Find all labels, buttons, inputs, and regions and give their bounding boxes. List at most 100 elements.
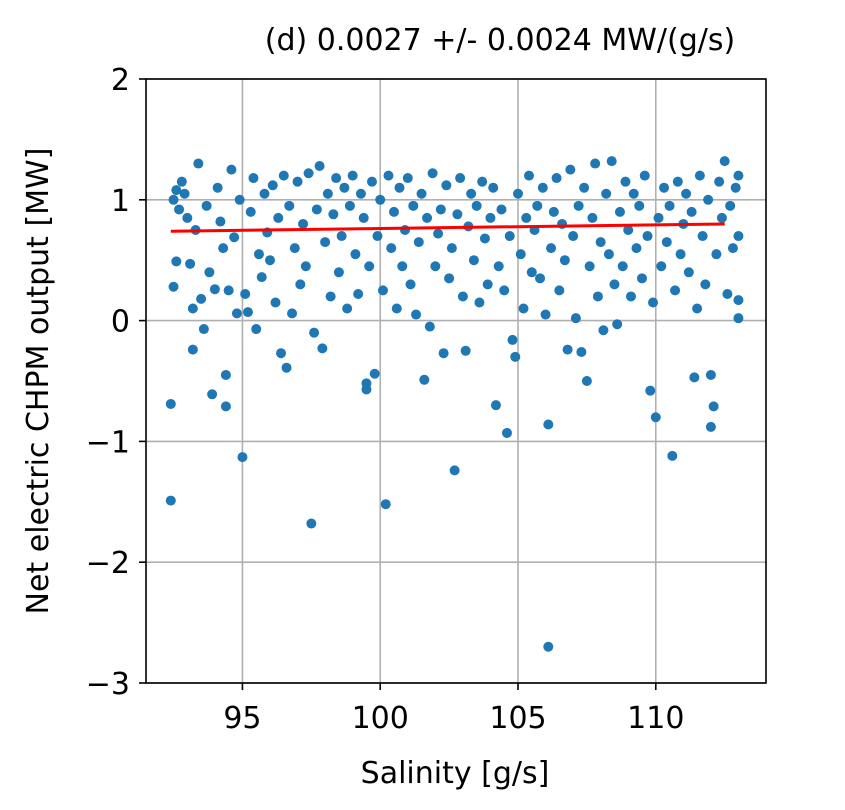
data-point [355, 188, 366, 199]
data-point [229, 232, 240, 243]
data-point [198, 324, 209, 335]
data-point [430, 261, 441, 272]
data-point [328, 209, 339, 220]
data-point [468, 255, 479, 266]
data-point [182, 212, 193, 223]
data-point [245, 206, 256, 217]
data-point [383, 170, 394, 181]
data-point [540, 309, 551, 320]
data-point [617, 261, 628, 272]
plot-frame [145, 78, 767, 684]
data-point [278, 170, 289, 181]
data-point [653, 212, 664, 223]
data-point [648, 297, 659, 308]
data-point [193, 158, 204, 169]
data-point [683, 267, 694, 278]
y-tick-label: −1 [86, 425, 130, 460]
data-point [317, 343, 328, 354]
data-point [372, 231, 383, 242]
data-point [226, 164, 237, 175]
data-point [289, 243, 300, 254]
data-point [419, 374, 430, 385]
data-point [521, 212, 532, 223]
data-point [727, 243, 738, 254]
data-point [350, 249, 361, 260]
data-point [515, 249, 526, 260]
data-point [270, 297, 281, 308]
data-point [719, 156, 730, 167]
data-point [187, 344, 198, 355]
data-point [697, 231, 708, 242]
data-point [551, 173, 562, 184]
data-point [267, 180, 278, 191]
data-point [347, 170, 358, 181]
data-point [276, 348, 287, 359]
data-point [592, 291, 603, 302]
data-point [449, 465, 460, 476]
data-point [645, 385, 656, 396]
y-axis-label: Net electric CHPM output [MW] [21, 148, 56, 615]
data-point [612, 319, 623, 330]
x-axis-label: Salinity [g/s] [361, 756, 550, 791]
data-point [474, 297, 485, 308]
data-point [675, 249, 686, 260]
data-point [242, 307, 253, 318]
fit-line-path [170, 222, 725, 233]
data-point [353, 289, 364, 300]
data-point [466, 188, 477, 199]
data-point [336, 231, 347, 242]
data-point [369, 368, 380, 379]
data-point [284, 200, 295, 211]
data-point [532, 200, 543, 211]
data-point [231, 308, 242, 319]
data-point [331, 173, 342, 184]
data-point [672, 176, 683, 187]
data-point [457, 291, 468, 302]
y-tick-label: 1 [111, 184, 130, 219]
data-point [711, 249, 722, 260]
data-point [342, 303, 353, 314]
data-point [452, 209, 463, 220]
data-point [196, 293, 207, 304]
data-point [325, 291, 336, 302]
data-point [590, 158, 601, 169]
data-point [507, 334, 518, 345]
data-point [165, 398, 176, 409]
data-point [581, 376, 592, 386]
x-tick-label: 105 [489, 701, 546, 736]
data-point [656, 261, 667, 272]
data-point [703, 194, 714, 205]
data-point [300, 261, 311, 272]
x-tick-label: 100 [352, 701, 409, 736]
data-point [628, 188, 639, 199]
data-point [535, 273, 546, 284]
data-point [176, 176, 187, 187]
data-point [333, 267, 344, 278]
data-point [220, 369, 231, 380]
data-point [559, 255, 570, 266]
data-point [168, 194, 179, 205]
data-point [295, 279, 306, 290]
data-point [730, 182, 741, 193]
data-point [405, 279, 416, 290]
data-point [408, 200, 419, 211]
data-point [322, 188, 333, 199]
data-point [595, 237, 606, 248]
data-point [438, 348, 449, 359]
data-point [303, 168, 314, 179]
data-point [700, 279, 711, 290]
data-point [650, 412, 661, 423]
data-point [207, 389, 218, 400]
data-point [391, 303, 402, 314]
data-point [576, 347, 587, 358]
data-point [237, 452, 248, 463]
data-point [543, 641, 554, 652]
data-point [377, 285, 388, 296]
data-point [623, 225, 634, 235]
data-point [259, 188, 270, 199]
data-point [174, 204, 185, 215]
data-point [187, 303, 198, 314]
data-point [548, 206, 559, 217]
data-point [215, 216, 226, 227]
